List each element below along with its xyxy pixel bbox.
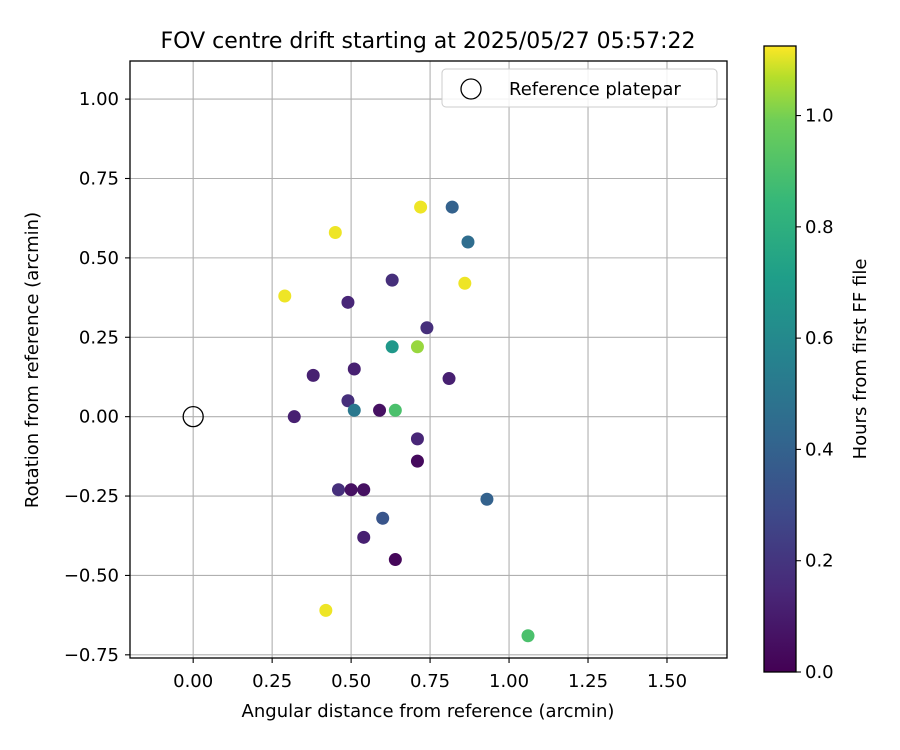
x-tick-label: 1.00 [489, 671, 529, 692]
y-tick-label: 0.00 [79, 407, 119, 428]
colorbar-ticks: 0.0 0.2 0.4 0.6 0.8 1.0 [796, 106, 834, 683]
colorbar-gradient [763, 45, 797, 673]
x-tick-label: 1.25 [568, 671, 608, 692]
colorbar-tick-label: 0.0 [805, 662, 834, 683]
y-tick-label: 0.75 [79, 168, 119, 189]
colorbar-tick-label: 1.0 [805, 106, 834, 127]
plot-frame [129, 60, 728, 659]
data-point [347, 403, 361, 417]
data-point [388, 553, 402, 567]
legend: Reference platepar [441, 68, 718, 108]
y-tick-label: 0.50 [79, 248, 119, 269]
data-point [385, 273, 399, 287]
y-tick-label: −0.75 [64, 645, 119, 666]
data-point [344, 483, 358, 497]
y-tick-labels: 1.00 0.75 0.50 0.25 0.00 −0.25 −0.50 −0.75 [64, 89, 119, 666]
colorbar-tick-label: 0.8 [805, 217, 834, 238]
colorbar: 0.0 0.2 0.4 0.6 0.8 1.0 Hours from first FF f… [763, 45, 871, 683]
data-point [410, 432, 424, 446]
data-point [480, 492, 494, 506]
data-point [306, 368, 320, 382]
chart-title: FOV centre drift starting at 2025/05/27 … [161, 29, 696, 54]
y-tick-label: −0.50 [64, 565, 119, 586]
data-point [410, 340, 424, 354]
data-point [521, 629, 535, 643]
data-point [357, 483, 371, 497]
grid [125, 61, 727, 663]
x-tick-label: 0.50 [331, 671, 371, 692]
data-points [278, 200, 535, 643]
data-point [357, 530, 371, 544]
data-point [341, 394, 355, 408]
colorbar-tick-label: 0.6 [805, 328, 834, 349]
x-tick-label: 1.50 [647, 671, 687, 692]
colorbar-tick-label: 0.2 [805, 551, 834, 572]
data-point [445, 200, 459, 214]
data-point [319, 603, 333, 617]
y-axis-label: Rotation from reference (arcmin) [22, 212, 43, 508]
data-point [385, 340, 399, 354]
data-point [328, 225, 342, 239]
colorbar-tick-label: 0.4 [805, 439, 834, 460]
colorbar-label: Hours from first FF file [850, 259, 871, 460]
x-tick-labels: 0.00 0.25 0.50 0.75 1.00 1.25 1.50 [173, 671, 687, 692]
x-axis-label: Angular distance from reference (arcmin) [242, 701, 615, 722]
data-point [373, 403, 387, 417]
data-point [461, 235, 475, 249]
legend-box [441, 68, 718, 108]
data-point [388, 403, 402, 417]
data-point [458, 276, 472, 290]
data-point [442, 372, 456, 386]
x-tick-label: 0.75 [410, 671, 450, 692]
y-tick-label: 1.00 [79, 89, 119, 110]
data-point [278, 289, 292, 303]
x-tick-label: 0.25 [252, 671, 292, 692]
data-point [414, 200, 428, 214]
data-point [331, 483, 345, 497]
data-point [420, 321, 434, 335]
data-point [347, 362, 361, 376]
legend-label: Reference platepar [509, 79, 681, 100]
y-tick-label: 0.25 [79, 327, 119, 348]
data-point [376, 511, 390, 525]
data-point [410, 454, 424, 468]
x-tick-label: 0.00 [173, 671, 213, 692]
data-point [341, 295, 355, 309]
data-point [287, 410, 301, 424]
legend-reference-icon [460, 78, 482, 100]
reference-marker [182, 406, 204, 428]
reference-point [182, 406, 204, 428]
y-tick-label: −0.25 [64, 486, 119, 507]
